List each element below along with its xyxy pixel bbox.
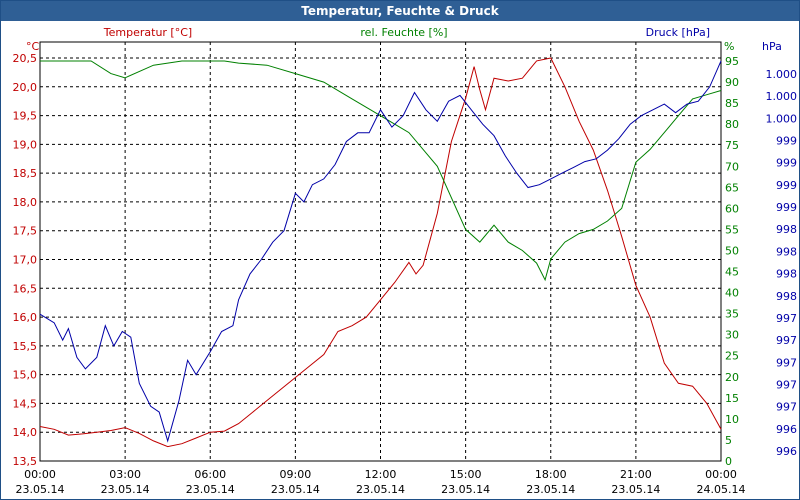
humidity-tick: 65	[725, 181, 739, 194]
humidity-tick: 10	[725, 413, 739, 426]
humidity-tick: 15	[725, 392, 739, 405]
humidity-tick: 20	[725, 371, 739, 384]
humidity-tick: 35	[725, 308, 739, 321]
x-tick-date: 23.05.14	[356, 483, 405, 496]
temperature-tick: 18,5	[13, 167, 38, 180]
humidity-tick: 95	[725, 55, 739, 68]
pressure-tick: 997	[776, 401, 797, 414]
humidity-tick: 0	[725, 455, 732, 468]
humidity-tick: 70	[725, 160, 739, 173]
pressure-tick: 1.000	[766, 90, 798, 103]
pressure-tick: 997	[776, 356, 797, 369]
pressure-tick: 999	[776, 135, 797, 148]
humidity-tick: 30	[725, 329, 739, 342]
humidity-tick: 25	[725, 350, 739, 363]
x-tick-time: 06:00	[194, 468, 226, 481]
temperature-tick: 16,0	[13, 311, 38, 324]
x-tick-date: 23.05.14	[526, 483, 575, 496]
x-tick-date: 23.05.14	[16, 483, 65, 496]
pressure-tick: 998	[776, 223, 797, 236]
humidity-tick: 85	[725, 97, 739, 110]
temperature-tick: 20,5	[13, 52, 38, 65]
humidity-tick: 80	[725, 118, 739, 131]
pressure-tick: 996	[776, 445, 797, 458]
temperature-tick: 14,5	[13, 397, 38, 410]
pressure-tick: 996	[776, 423, 797, 436]
temperature-tick: 15,5	[13, 340, 38, 353]
pressure-tick: 999	[776, 179, 797, 192]
series-lines	[39, 57, 722, 448]
x-tick-time: 00:00	[24, 468, 56, 481]
x-tick-date: 23.05.14	[611, 483, 660, 496]
humidity-tick: 55	[725, 223, 739, 236]
x-tick-date: 23.05.14	[441, 483, 490, 496]
x-tick-time: 09:00	[280, 468, 312, 481]
pressure-axis-label: Druck [hPa]	[646, 26, 710, 39]
pressure-tick: 997	[776, 334, 797, 347]
temperature-tick: 16,5	[13, 282, 38, 295]
temperature-tick: 14,0	[13, 426, 38, 439]
humidity-tick: 5	[725, 434, 732, 447]
humidity-axis-label: rel. Feuchte [%]	[360, 26, 447, 39]
pressure-tick: 999	[776, 201, 797, 214]
temperature-unit-label: °C	[26, 40, 40, 53]
series-line-humidity	[40, 60, 722, 282]
x-tick-date: 23.05.14	[101, 483, 150, 496]
x-tick-time: 21:00	[620, 468, 652, 481]
temperature-tick: 19,0	[13, 138, 38, 151]
pressure-tick: 999	[776, 157, 797, 170]
temperature-tick: 19,5	[13, 110, 38, 123]
x-tick-time: 03:00	[109, 468, 141, 481]
x-tick-date: 24.05.14	[697, 483, 746, 496]
grid-lines	[39, 41, 722, 462]
temperature-axis-label: Temperatur [°C]	[103, 26, 192, 39]
series-line-pressure	[39, 60, 722, 443]
pressure-tick: 997	[776, 378, 797, 391]
humidity-unit-label: %	[724, 40, 734, 53]
x-tick-time: 00:00	[705, 468, 737, 481]
pressure-tick: 998	[776, 245, 797, 258]
temperature-tick: 20,0	[13, 81, 38, 94]
pressure-tick: 998	[776, 268, 797, 281]
x-tick-time: 12:00	[365, 468, 397, 481]
humidity-tick: 50	[725, 244, 739, 257]
series-line-temperature	[39, 57, 722, 448]
x-tick-date: 23.05.14	[271, 483, 320, 496]
tick-labels: 00:00 23.05.14 03:00 23.05.14 06:00 23.05.14 0…	[13, 52, 798, 496]
temperature-tick: 17,5	[13, 225, 38, 238]
pressure-unit-label: hPa	[762, 40, 782, 53]
x-tick-date: 23.05.14	[186, 483, 235, 496]
temperature-tick: 17,0	[13, 254, 38, 267]
window-title: Temperatur, Feuchte & Druck	[1, 1, 799, 21]
humidity-tick: 75	[725, 139, 739, 152]
temperature-tick: 13,5	[13, 455, 38, 468]
humidity-tick: 45	[725, 266, 739, 279]
temperature-tick: 15,0	[13, 369, 38, 382]
temperature-tick: 18,0	[13, 196, 38, 209]
humidity-tick: 40	[725, 287, 739, 300]
pressure-tick: 997	[776, 312, 797, 325]
humidity-tick: 90	[725, 76, 739, 89]
humidity-tick: 60	[725, 202, 739, 215]
pressure-tick: 1.000	[766, 68, 798, 81]
pressure-tick: 1.000	[766, 112, 798, 125]
x-tick-time: 15:00	[450, 468, 482, 481]
pressure-tick: 998	[776, 290, 797, 303]
x-tick-time: 18:00	[535, 468, 567, 481]
